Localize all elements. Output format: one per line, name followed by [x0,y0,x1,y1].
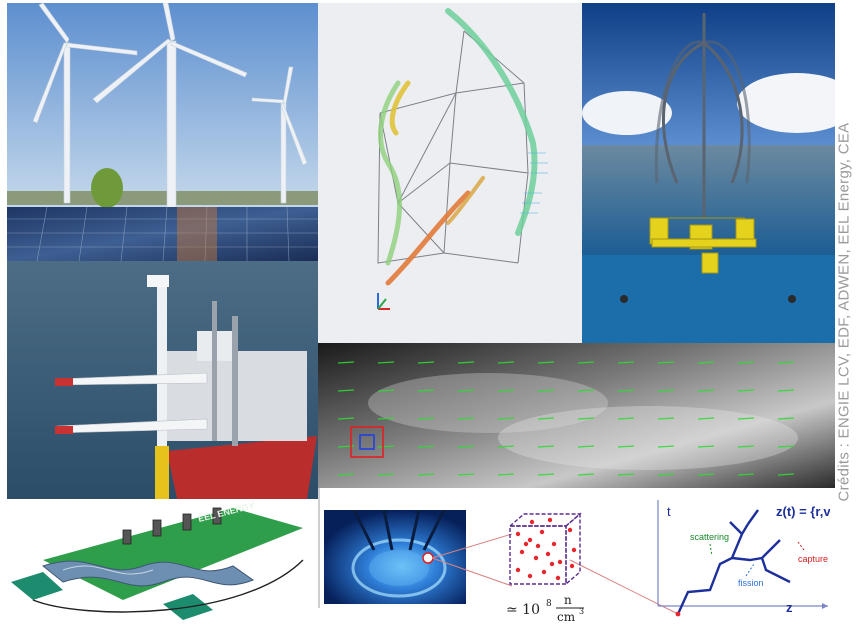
density-denominator-exponent: 3 [579,607,584,616]
reactor-core-photo [324,510,466,604]
neutron-density-diagram: ≃ 10 8 n cm 3 t z(t) = {r,v} z scatterin… [431,500,830,624]
scattering-label: scattering [690,532,729,542]
density-exponent: 8 [546,599,552,609]
credits-caption: Crédits : ENGIE LCV, EDF, ADWEN, EEL Ene… [830,14,858,610]
offshore-installation-photo [7,261,318,499]
wind-solar-photo [7,3,318,261]
floating-turbine-render [582,3,835,343]
trajectory-label: z(t) = {r,v} [776,504,830,519]
density-denominator: cm [557,610,576,624]
flow-field-image [318,343,835,488]
tidal-membrane-render: EEL ENERGY [3,500,316,624]
density-prefix: ≃ 10 [506,602,540,618]
capture-label: capture [798,554,828,564]
t-axis-label: t [667,504,671,519]
structural-simulation-plot [318,3,582,343]
credits-text: Crédits : ENGIE LCV, EDF, ADWEN, EEL Ene… [835,122,853,502]
z-axis-label: z [786,600,793,615]
density-numerator: n [564,593,572,607]
fission-label: fission [738,578,764,588]
divider-line [318,488,320,608]
